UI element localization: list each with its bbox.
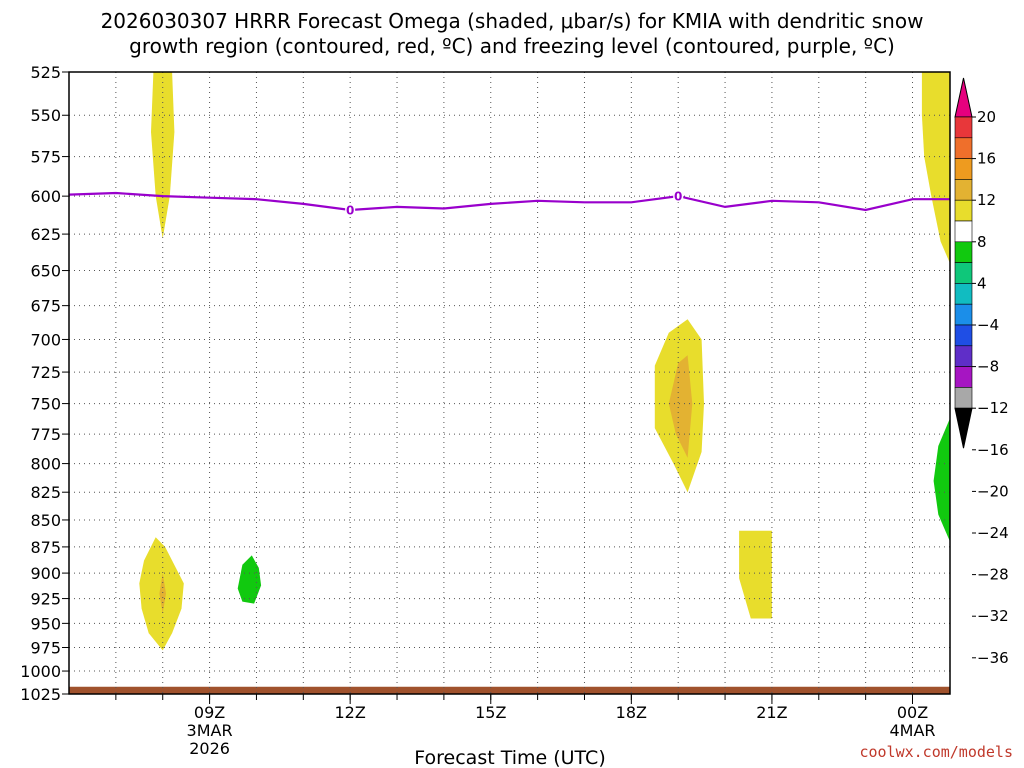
colorbar-swatch-1 [954, 137, 973, 159]
colorbar-swatch-4 [954, 199, 973, 222]
colorbar-swatch-5 [954, 220, 973, 243]
colorbar-swatch-8 [954, 283, 973, 305]
y-tick-label: 675 [30, 297, 61, 316]
x-axis-label: Forecast Time (UTC) [414, 747, 605, 768]
x-tick-label: 21Z [756, 703, 787, 722]
colorbar-swatch-13 [954, 387, 973, 409]
y-tick-label: 975 [30, 639, 61, 658]
chart-title-line1: 2026030307 HRRR Forecast Omega (shaded, … [101, 9, 924, 33]
dotted-gridlines [69, 72, 950, 694]
y-tick-label: 725 [30, 363, 61, 382]
y-tick-label: 550 [30, 106, 61, 125]
x-tick-label: 18Z [616, 703, 647, 722]
omega-shaded-regions [69, 72, 950, 694]
colorbar-label: −4 [977, 316, 999, 334]
colorbar-label: 8 [977, 233, 987, 251]
x-tick-label: 15Z [475, 703, 506, 722]
x-tick-year-label: 2026 [189, 739, 230, 758]
y-tick-label: 925 [30, 590, 61, 609]
colorbar-swatch-9 [954, 303, 973, 326]
y-axis-pressure-ticks: 525 550 575 600 625 650 675 700 725 750 775 800 825 8… [20, 63, 69, 704]
colorbar-label: 4 [977, 274, 987, 292]
colorbar-label: 12 [977, 191, 996, 209]
omega-negative-10z [237, 555, 262, 604]
colorbar-swatch-2 [954, 158, 973, 180]
freezing-level-label: 0 [346, 203, 354, 217]
colorbar-label: −20 [977, 482, 1009, 500]
y-tick-label: 950 [30, 614, 61, 633]
colorbar-label: 16 [977, 150, 996, 168]
y-tick-label: 1000 [20, 662, 61, 681]
freezing-label-bg-0 [345, 202, 356, 216]
colorbar-swatch-12 [954, 366, 973, 388]
x-tick-date-label: 4MAR [889, 721, 935, 740]
colorbar-swatch-0 [954, 116, 973, 139]
y-tick-label: 875 [30, 538, 61, 557]
colorbar-label: −36 [977, 649, 1009, 667]
x-tick-date-label: 3MAR [187, 721, 233, 740]
y-tick-label: 1025 [20, 685, 61, 704]
y-tick-label: 625 [30, 225, 61, 244]
omega-positive-18z-core [668, 355, 693, 458]
colorbar-label: −12 [977, 399, 1009, 417]
credit-text: coolwx.com/models [859, 743, 1013, 761]
colorbar-swatch-11 [954, 345, 973, 367]
colorbar-label: −28 [977, 566, 1009, 584]
y-tick-label: 650 [30, 262, 61, 281]
omega-negative-right [933, 418, 950, 542]
colorbar-label: −24 [977, 524, 1009, 542]
freezing-level-contour: 00 [69, 189, 950, 217]
colorbar-swatch-6 [954, 241, 973, 263]
colorbar-bottom-arrow [954, 407, 973, 449]
omega-positive-lower-left-core [159, 573, 166, 614]
colorbar-label: −16 [977, 441, 1009, 459]
colorbar-label: −8 [977, 358, 999, 376]
freezing-level-line [69, 191, 950, 212]
y-tick-label: 575 [30, 148, 61, 167]
y-tick-label: 900 [30, 564, 61, 583]
colorbar-swatch-10 [954, 324, 973, 347]
freezing-label-bg-1 [673, 189, 684, 203]
chart-title-line2: growth region (contoured, red, ºC) and f… [129, 34, 895, 58]
colorbar-label: 20 [977, 108, 996, 126]
colorbar-swatch-7 [954, 262, 973, 284]
y-tick-label: 800 [30, 455, 61, 474]
omega-positive-20z [739, 530, 772, 619]
y-tick-label: 525 [30, 63, 61, 82]
x-tick-label: 00Z [897, 703, 928, 722]
plot-frame [68, 71, 951, 695]
y-tick-label: 750 [30, 395, 61, 414]
colorbar-label: −32 [977, 607, 1009, 625]
colorbar-swatch-3 [954, 179, 973, 201]
y-tick-label: 700 [30, 330, 61, 349]
x-tick-label: 09Z [194, 703, 225, 722]
omega-positive-upper-right [921, 72, 950, 264]
freezing-level-label: 0 [674, 190, 682, 204]
y-tick-label: 850 [30, 511, 61, 530]
y-tick-label: 600 [30, 187, 61, 206]
surface-ground [69, 686, 950, 694]
colorbar-legend: 20 16 12 8 4 −4 −8 −12 −16 −20 −24 −28 −32 −36 [954, 77, 1009, 667]
y-tick-label: 775 [30, 425, 61, 444]
y-tick-label: 825 [30, 483, 61, 502]
x-tick-label: 12Z [335, 703, 366, 722]
